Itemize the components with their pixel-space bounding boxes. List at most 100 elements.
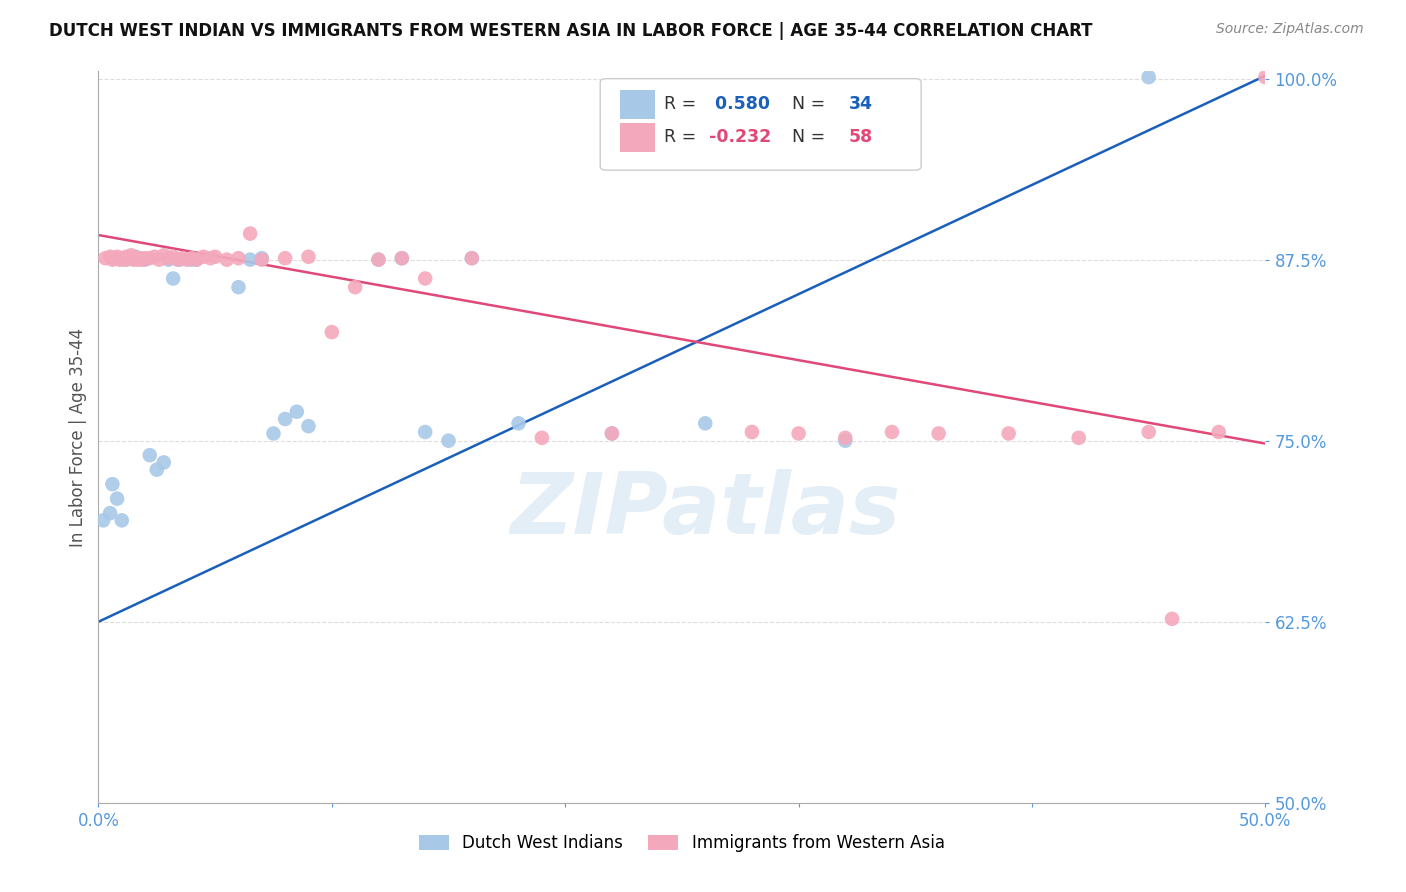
Point [228,280,250,294]
Text: Source: ZipAtlas.com: Source: ZipAtlas.com [1216,22,1364,37]
Point [129,251,152,265]
Point [186,252,208,267]
Point [1208,425,1230,439]
Text: 34: 34 [849,95,873,113]
Point [162,271,184,285]
Point [508,417,530,431]
Point [391,251,413,265]
Point [321,325,343,339]
Point [176,252,198,267]
Point [105,491,128,506]
Text: 0.580: 0.580 [709,95,769,113]
Point [180,251,202,265]
Point [204,250,226,264]
Point [262,426,284,441]
Point [118,251,141,265]
Point [391,251,413,265]
Point [91,513,114,527]
Point [928,426,950,441]
Point [134,252,156,267]
Point [250,252,273,267]
Text: N =: N = [782,95,831,113]
Point [997,426,1019,441]
Point [834,434,856,448]
FancyBboxPatch shape [620,122,655,152]
Point [367,252,389,267]
Point [367,252,389,267]
Point [127,252,149,267]
Point [297,250,319,264]
Point [695,417,717,431]
Point [101,252,124,267]
Point [157,251,180,265]
Text: N =: N = [782,128,831,146]
Point [134,251,156,265]
Point [530,431,553,445]
Point [146,463,169,477]
Point [437,434,460,448]
Point [250,251,273,265]
Point [115,252,138,267]
Point [344,280,367,294]
Text: 58: 58 [849,128,873,146]
Point [1067,431,1090,445]
Text: R =: R = [665,95,702,113]
Point [200,251,222,265]
Point [105,250,128,264]
Point [413,425,436,439]
Point [274,412,297,426]
Point [115,250,138,264]
Point [108,252,131,267]
Point [193,250,215,264]
Point [1137,70,1160,84]
Point [152,248,174,262]
Point [120,248,142,262]
Point [1137,425,1160,439]
Point [148,252,170,267]
Point [112,252,135,267]
Point [94,251,117,265]
Point [111,513,134,527]
Point [162,250,184,264]
Point [461,251,484,265]
Point [143,250,166,264]
Point [125,251,148,265]
Point [101,477,124,491]
Point [1301,677,1323,691]
Point [787,426,810,441]
Point [157,252,180,267]
Point [98,250,121,264]
Point [880,425,903,439]
Point [166,252,188,267]
Point [834,431,856,445]
Point [139,448,162,462]
Point [239,252,262,267]
Point [180,252,202,267]
Point [741,425,763,439]
Point [285,405,308,419]
Point [413,271,436,285]
Text: DUTCH WEST INDIAN VS IMMIGRANTS FROM WESTERN ASIA IN LABOR FORCE | AGE 35-44 COR: DUTCH WEST INDIAN VS IMMIGRANTS FROM WES… [49,22,1092,40]
Point [172,251,194,265]
Point [239,227,262,241]
Y-axis label: In Labor Force | Age 35-44: In Labor Force | Age 35-44 [69,327,87,547]
Text: -0.232: -0.232 [709,128,770,146]
FancyBboxPatch shape [620,90,655,119]
FancyBboxPatch shape [600,78,921,170]
Point [274,251,297,265]
Legend: Dutch West Indians, Immigrants from Western Asia: Dutch West Indians, Immigrants from West… [411,826,953,860]
Point [1161,612,1184,626]
Point [600,426,623,441]
Point [139,251,162,265]
Point [111,251,134,265]
Text: ZIPatlas: ZIPatlas [510,468,900,552]
Point [228,251,250,265]
Point [120,251,142,265]
Point [152,455,174,469]
Point [98,506,121,520]
Point [186,252,208,267]
Point [104,251,127,265]
Point [122,252,145,267]
Point [215,252,238,267]
Point [169,252,191,267]
